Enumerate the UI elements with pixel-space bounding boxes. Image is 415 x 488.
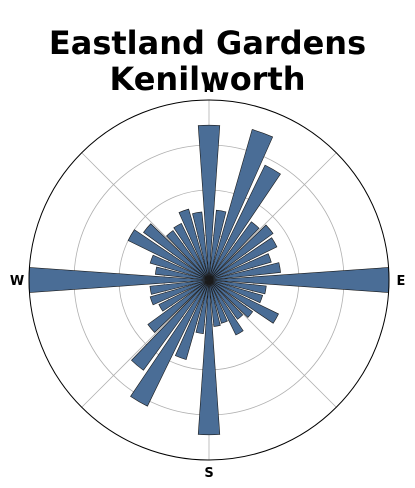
rose-bar	[197, 279, 221, 436]
rose-bar	[208, 209, 227, 281]
rose-bar	[208, 129, 274, 281]
rose-bar	[208, 279, 228, 324]
rose-bar	[197, 124, 221, 281]
rose-bar	[147, 279, 210, 333]
rose-bar	[174, 279, 210, 360]
direction-label-s: S	[204, 466, 213, 481]
rose-bar	[208, 279, 279, 324]
rose-bar	[208, 164, 281, 281]
chart-title: Eastland Gardens Kenilworth	[0, 25, 415, 97]
rose-bar	[208, 279, 254, 318]
rose-bar	[149, 254, 210, 281]
rose-bar	[130, 279, 210, 407]
rose-bar	[195, 279, 210, 335]
rose-bar	[208, 224, 274, 281]
chart-title-line-1: Eastland Gardens	[48, 24, 367, 63]
chart-title-line-2: Kenilworth	[109, 60, 306, 99]
grid-spoke	[81, 152, 210, 281]
bars-layer	[28, 124, 390, 436]
rose-bar	[208, 279, 244, 336]
rose-bar	[166, 230, 210, 281]
rose-bar	[131, 279, 210, 371]
rose-bar	[149, 279, 210, 306]
direction-label-w: W	[10, 274, 24, 289]
grid-spoke	[81, 279, 210, 408]
grid-spoke	[208, 152, 337, 281]
rose-bar	[208, 279, 221, 327]
rose-bar	[208, 262, 281, 281]
direction-label-e: E	[397, 274, 406, 289]
rose-bar	[127, 229, 210, 281]
rose-bar	[149, 279, 210, 295]
rose-bar	[192, 211, 210, 281]
rose-bar	[208, 237, 278, 281]
grid-spoke	[208, 279, 337, 408]
rose-bar	[208, 279, 264, 304]
rose-bar	[208, 279, 244, 320]
rose-bar	[173, 222, 210, 281]
rose-bar	[208, 279, 267, 295]
rose-bar	[158, 279, 210, 312]
direction-label-n: N	[204, 81, 215, 96]
rose-bar	[178, 208, 210, 281]
rose-bar	[154, 266, 210, 281]
rose-bar	[208, 253, 272, 281]
rose-bar	[143, 223, 210, 281]
outer-ring	[28, 99, 390, 461]
rose-bar	[208, 221, 260, 281]
